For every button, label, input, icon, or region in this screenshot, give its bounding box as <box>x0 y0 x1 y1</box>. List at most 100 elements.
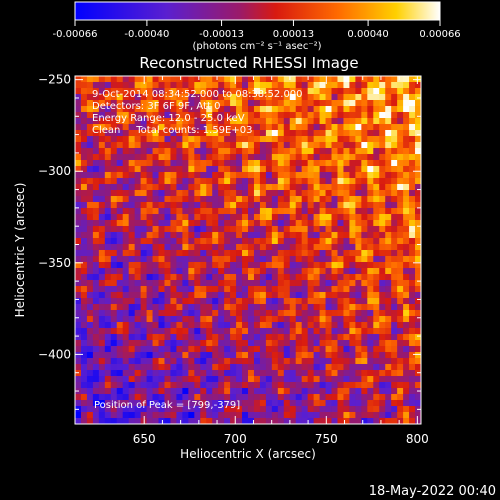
heatmap-cell <box>248 382 255 389</box>
heatmap-cell <box>265 382 273 389</box>
heatmap-cell <box>194 190 201 197</box>
heatmap-cell <box>116 88 124 95</box>
heatmap-cell <box>116 334 124 341</box>
heatmap-cell <box>224 94 231 101</box>
heatmap-cell <box>134 196 142 203</box>
heatmap-cell <box>259 286 267 293</box>
heatmap-cell <box>337 76 344 83</box>
heatmap-cell <box>122 76 130 83</box>
heatmap-cell <box>403 370 410 377</box>
heatmap-cell <box>289 358 297 365</box>
heatmap-cell <box>343 346 350 353</box>
heatmap-cell <box>75 394 82 401</box>
heatmap-cell <box>170 220 177 227</box>
heatmap-cell <box>140 154 147 161</box>
heatmap-cell <box>194 250 201 257</box>
heatmap-cell <box>361 172 368 179</box>
heatmap-cell <box>409 340 416 347</box>
heatmap-cell <box>361 166 368 173</box>
heatmap-cell <box>98 400 106 407</box>
heatmap-cell <box>283 100 291 107</box>
heatmap-cell <box>283 358 291 365</box>
heatmap-cell <box>176 334 183 341</box>
heatmap-cell <box>409 274 416 281</box>
heatmap-cell <box>75 100 82 107</box>
heatmap-cell <box>367 316 374 323</box>
heatmap-cell <box>194 178 201 185</box>
heatmap-cell <box>104 328 112 335</box>
heatmap-cell <box>337 274 344 281</box>
heatmap-cell <box>331 142 338 149</box>
heatmap-cell <box>295 106 303 113</box>
heatmap-cell <box>265 358 273 365</box>
heatmap-cell <box>200 82 207 89</box>
heatmap-cell <box>367 340 374 347</box>
heatmap-cell <box>134 382 142 389</box>
heatmap-cell <box>415 400 421 407</box>
heatmap-cell <box>325 298 332 305</box>
heatmap-cell <box>343 376 350 383</box>
heatmap-cell <box>349 394 356 401</box>
heatmap-cell <box>80 160 88 167</box>
heatmap-cell <box>343 154 350 161</box>
heatmap-cell <box>319 412 326 419</box>
heatmap-cell <box>253 106 261 113</box>
heatmap-cell <box>128 226 136 233</box>
heatmap-cell <box>104 238 112 245</box>
heatmap-cell <box>295 304 303 311</box>
heatmap-cell <box>403 292 410 299</box>
heatmap-cell <box>206 370 213 377</box>
heatmap-cell <box>259 232 267 239</box>
heatmap-cell <box>409 154 416 161</box>
heatmap-cell <box>128 364 136 371</box>
heatmap-cell <box>361 256 368 263</box>
heatmap-cell <box>307 244 315 251</box>
heatmap-cell <box>253 256 261 263</box>
heatmap-cell <box>218 130 225 137</box>
heatmap-cell <box>397 184 404 191</box>
heatmap-cell <box>122 352 130 359</box>
heatmap-cell <box>301 148 309 155</box>
heatmap-cell <box>212 274 219 281</box>
heatmap-cell <box>403 214 410 221</box>
heatmap-cell <box>373 106 380 113</box>
heatmap-cell <box>337 106 344 113</box>
heatmap-cell <box>325 100 332 107</box>
heatmap-cell <box>80 358 88 365</box>
heatmap-cell <box>80 136 88 143</box>
heatmap-cell <box>188 208 195 215</box>
heatmap-cell <box>122 190 130 197</box>
heatmap-cell <box>277 100 285 107</box>
heatmap-cell <box>307 274 315 281</box>
heatmap-cell <box>379 202 386 209</box>
heatmap-cell <box>80 154 88 161</box>
heatmap-cell <box>259 262 267 269</box>
heatmap-cell <box>397 400 404 407</box>
heatmap-cell <box>415 358 421 365</box>
heatmap-cell <box>122 388 130 395</box>
heatmap-cell <box>80 316 88 323</box>
heatmap-cell <box>355 148 362 155</box>
heatmap-cell <box>349 274 356 281</box>
heatmap-cell <box>242 130 249 137</box>
heatmap-cell <box>134 76 142 83</box>
heatmap-cell <box>116 310 124 317</box>
heatmap-cell <box>289 82 297 89</box>
heatmap-cell <box>397 124 404 131</box>
heatmap-cell <box>313 100 320 107</box>
heatmap-cell <box>283 166 291 173</box>
heatmap-cell <box>86 364 94 371</box>
heatmap-cell <box>218 178 225 185</box>
heatmap-cell <box>343 412 350 419</box>
heatmap-cell <box>116 178 124 185</box>
heatmap-cell <box>194 166 201 173</box>
heatmap-cell <box>331 412 338 419</box>
heatmap-cell <box>128 232 136 239</box>
heatmap-cell <box>110 394 118 401</box>
heatmap-cell <box>242 184 249 191</box>
heatmap-cell <box>355 130 362 137</box>
heatmap-cell <box>248 106 255 113</box>
heatmap-cell <box>158 358 165 365</box>
heatmap-cell <box>236 418 243 424</box>
heatmap-cell <box>349 322 356 329</box>
